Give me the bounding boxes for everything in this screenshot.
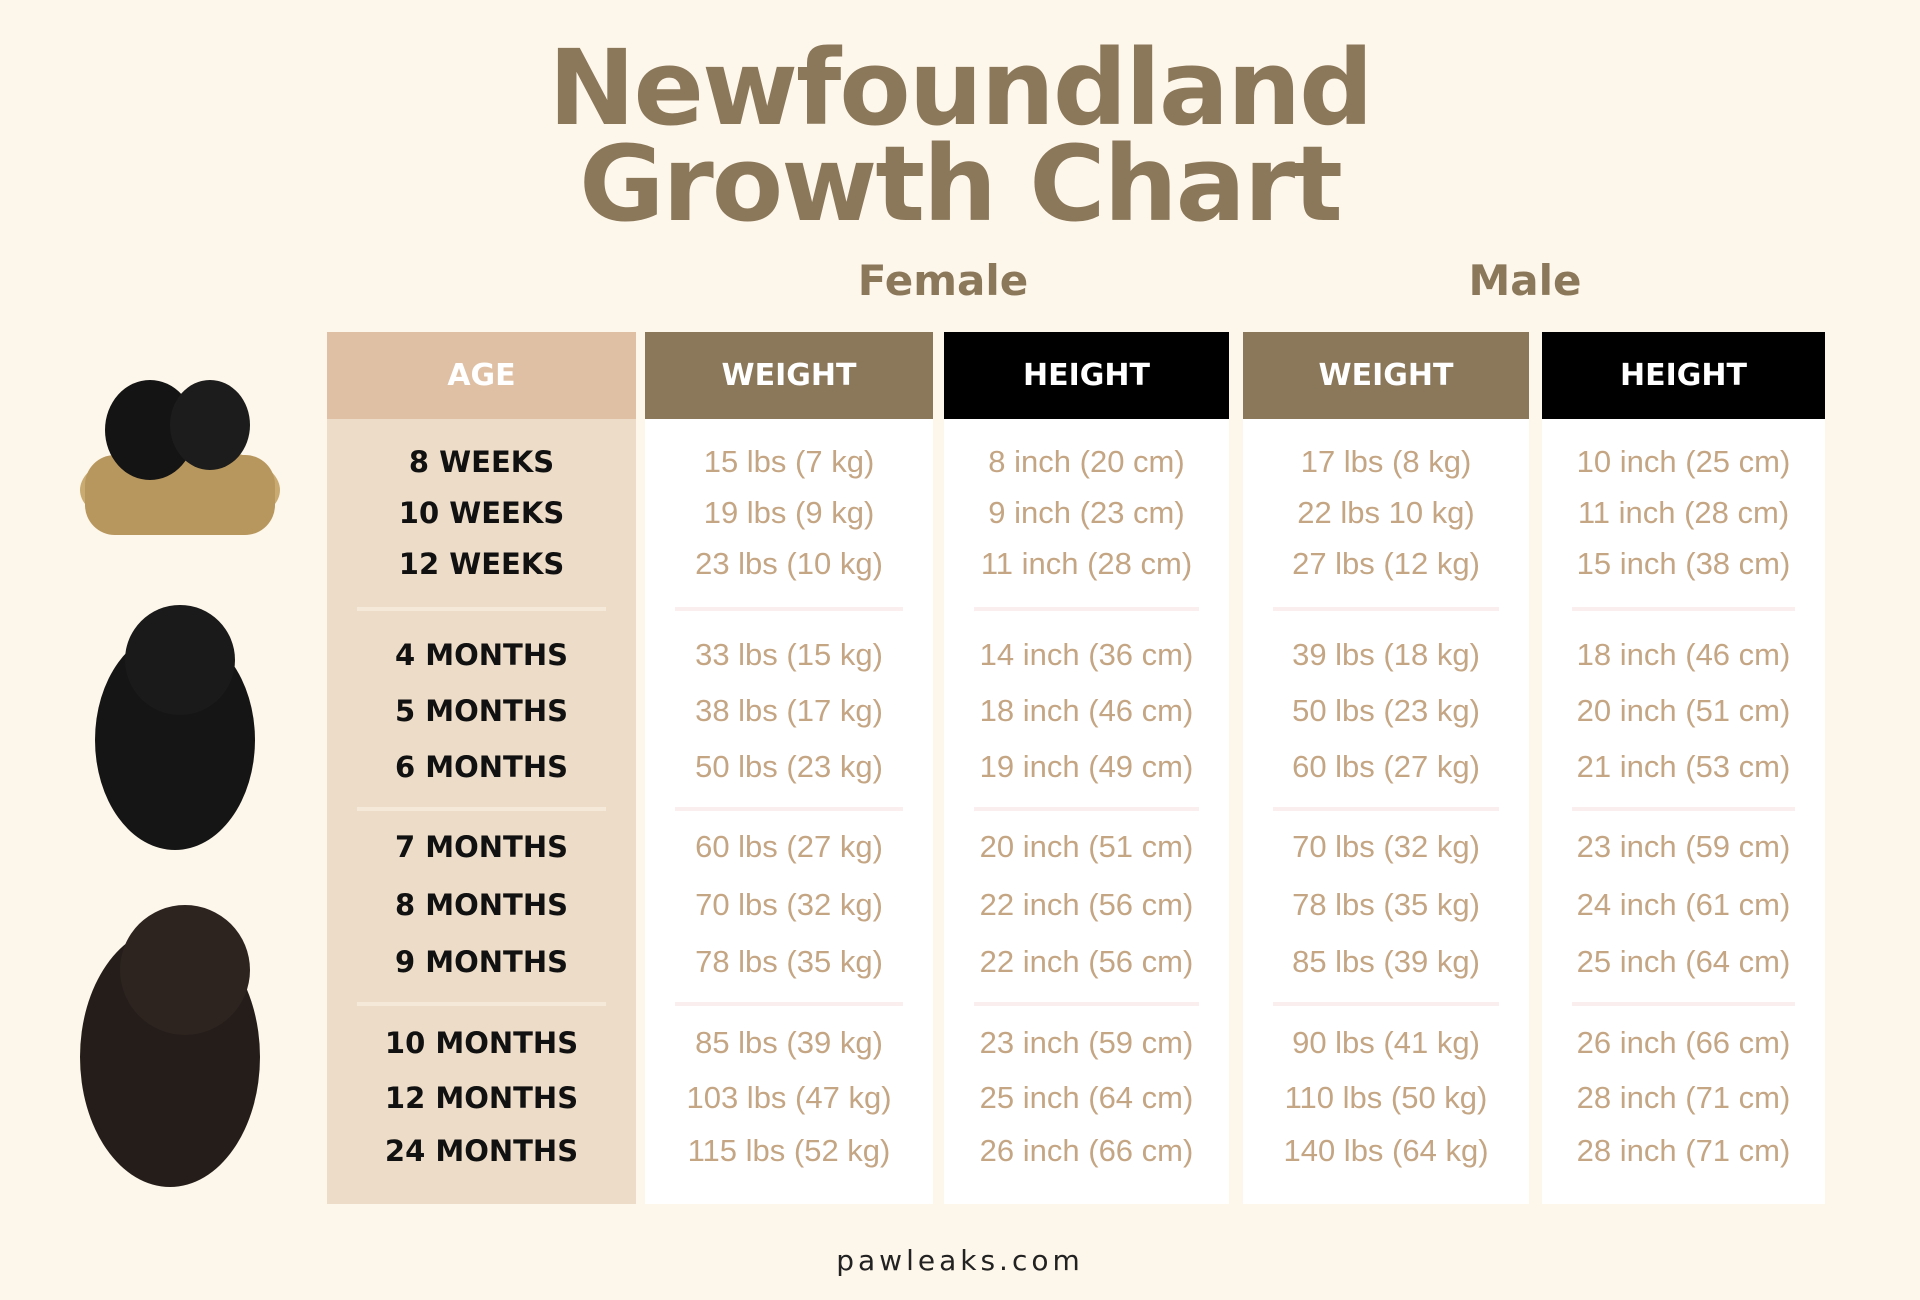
value-cell: 26 inch (66 cm) bbox=[1576, 1025, 1791, 1060]
value-cell: 14 inch (36 cm) bbox=[979, 637, 1194, 672]
age-cell: 5 MONTHS bbox=[395, 694, 568, 728]
value-cell: 9 inch (23 cm) bbox=[988, 495, 1185, 530]
column-header: AGE bbox=[327, 332, 636, 419]
value-cell: 50 lbs (23 kg) bbox=[695, 749, 883, 784]
value-cell: 21 inch (53 cm) bbox=[1576, 749, 1791, 784]
value-cell: 140 lbs (64 kg) bbox=[1283, 1133, 1489, 1168]
value-cell: 11 inch (28 cm) bbox=[980, 546, 1193, 581]
value-cell: 110 lbs (50 kg) bbox=[1284, 1080, 1488, 1115]
value-cell: 90 lbs (41 kg) bbox=[1292, 1025, 1480, 1060]
column-bg bbox=[645, 332, 933, 1204]
group-separator bbox=[675, 1002, 903, 1006]
age-cell: 6 MONTHS bbox=[395, 750, 568, 784]
age-cell: 8 WEEKS bbox=[408, 445, 555, 479]
value-cell: 50 lbs (23 kg) bbox=[1292, 693, 1480, 728]
value-cell: 70 lbs (32 kg) bbox=[695, 887, 883, 922]
column-header: HEIGHT bbox=[944, 332, 1229, 419]
age-cell: 12 WEEKS bbox=[398, 547, 565, 581]
value-cell: 23 lbs (10 kg) bbox=[695, 546, 883, 581]
value-cell: 22 lbs 10 kg) bbox=[1297, 495, 1475, 530]
value-cell: 18 inch (46 cm) bbox=[979, 693, 1194, 728]
value-cell: 103 lbs (47 kg) bbox=[686, 1080, 892, 1115]
group-separator bbox=[974, 607, 1199, 611]
column-header: WEIGHT bbox=[1243, 332, 1529, 419]
value-cell: 20 inch (51 cm) bbox=[979, 829, 1194, 864]
value-cell: 38 lbs (17 kg) bbox=[695, 693, 883, 728]
age-cell: 12 MONTHS bbox=[384, 1081, 579, 1115]
column-bg bbox=[944, 332, 1229, 1204]
footer: pawleaks.com bbox=[836, 1244, 1084, 1277]
value-cell: 28 inch (71 cm) bbox=[1576, 1080, 1791, 1115]
value-cell: 33 lbs (15 kg) bbox=[695, 637, 883, 672]
age-cell: 8 MONTHS bbox=[395, 888, 568, 922]
value-cell: 78 lbs (35 kg) bbox=[1292, 887, 1480, 922]
value-cell: 23 inch (59 cm) bbox=[979, 1025, 1194, 1060]
group-separator bbox=[974, 807, 1199, 811]
column-header: HEIGHT bbox=[1542, 332, 1825, 419]
value-cell: 22 inch (56 cm) bbox=[979, 944, 1194, 979]
value-cell: 11 inch (28 cm) bbox=[1577, 495, 1790, 530]
value-cell: 22 inch (56 cm) bbox=[979, 887, 1194, 922]
value-cell: 20 inch (51 cm) bbox=[1576, 693, 1791, 728]
column-header: WEIGHT bbox=[645, 332, 933, 419]
age-cell: 7 MONTHS bbox=[395, 830, 568, 864]
value-cell: 39 lbs (18 kg) bbox=[1292, 637, 1480, 672]
value-cell: 27 lbs (12 kg) bbox=[1292, 546, 1480, 581]
value-cell: 15 inch (38 cm) bbox=[1576, 546, 1791, 581]
group-separator bbox=[974, 1002, 1199, 1006]
value-cell: 85 lbs (39 kg) bbox=[695, 1025, 883, 1060]
column-bg bbox=[327, 332, 636, 1204]
value-cell: 25 inch (64 cm) bbox=[979, 1080, 1194, 1115]
group-separator bbox=[357, 1002, 606, 1006]
value-cell: 17 lbs (8 kg) bbox=[1300, 444, 1472, 479]
age-cell: 9 MONTHS bbox=[395, 945, 568, 979]
group-separator bbox=[675, 807, 903, 811]
value-cell: 70 lbs (32 kg) bbox=[1292, 829, 1480, 864]
group-separator bbox=[1572, 1002, 1795, 1006]
value-cell: 85 lbs (39 kg) bbox=[1292, 944, 1480, 979]
value-cell: 18 inch (46 cm) bbox=[1576, 637, 1791, 672]
value-cell: 25 inch (64 cm) bbox=[1576, 944, 1791, 979]
group-label: Female bbox=[857, 256, 1029, 305]
column-bg bbox=[1542, 332, 1825, 1204]
group-separator bbox=[357, 607, 606, 611]
dog-illustrations bbox=[80, 380, 280, 1187]
value-cell: 24 inch (61 cm) bbox=[1576, 887, 1791, 922]
value-cell: 60 lbs (27 kg) bbox=[1292, 749, 1480, 784]
value-cell: 60 lbs (27 kg) bbox=[695, 829, 883, 864]
value-cell: 78 lbs (35 kg) bbox=[695, 944, 883, 979]
value-cell: 8 inch (20 cm) bbox=[988, 444, 1185, 479]
group-separator bbox=[675, 607, 903, 611]
age-cell: 4 MONTHS bbox=[395, 638, 568, 672]
age-cell: 10 WEEKS bbox=[398, 496, 565, 530]
value-cell: 23 inch (59 cm) bbox=[1576, 829, 1791, 864]
title-line: Newfoundland bbox=[548, 27, 1373, 149]
value-cell: 15 lbs (7 kg) bbox=[703, 444, 875, 479]
column-bg bbox=[1243, 332, 1529, 1204]
group-separator bbox=[1273, 807, 1499, 811]
group-separator bbox=[1572, 807, 1795, 811]
value-cell: 28 inch (71 cm) bbox=[1576, 1133, 1791, 1168]
group-separator bbox=[357, 807, 606, 811]
group-label: Male bbox=[1468, 256, 1582, 305]
group-separator bbox=[1273, 1002, 1499, 1006]
value-cell: 10 inch (25 cm) bbox=[1576, 444, 1791, 479]
value-cell: 115 lbs (52 kg) bbox=[687, 1133, 891, 1168]
value-cell: 19 inch (49 cm) bbox=[979, 749, 1194, 784]
title-line: Growth Chart bbox=[579, 123, 1343, 245]
group-separator bbox=[1572, 607, 1795, 611]
age-cell: 10 MONTHS bbox=[384, 1026, 579, 1060]
group-separator bbox=[1273, 607, 1499, 611]
value-cell: 19 lbs (9 kg) bbox=[703, 495, 875, 530]
value-cell: 26 inch (66 cm) bbox=[979, 1133, 1194, 1168]
age-cell: 24 MONTHS bbox=[384, 1134, 579, 1168]
